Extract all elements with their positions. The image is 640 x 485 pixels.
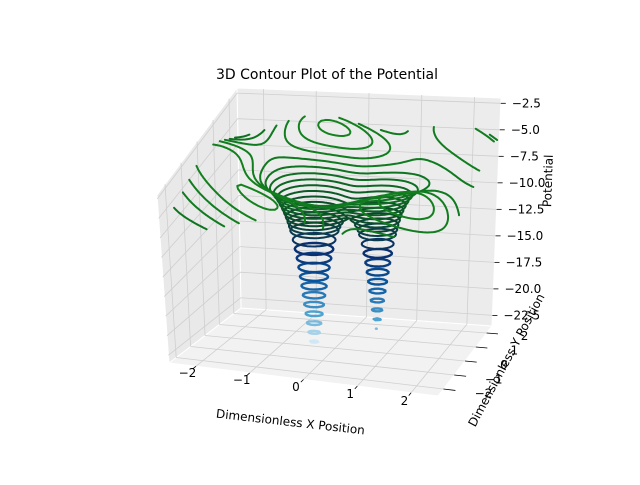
z-tick-label-1: −5.0 [511,123,540,137]
y-tick-mark-2 [465,361,477,362]
z-tick-label-0: −2.5 [512,96,541,110]
z-axis-label: Potential [540,154,556,207]
x-tick-label-1: −1 [233,373,251,387]
z-tick-label-4: −12.5 [508,202,545,216]
z-tick-label-6: −17.5 [506,255,543,269]
chart-title: 3D Contour Plot of the Potential [216,67,438,83]
y-tick-mark-1 [454,375,466,376]
x-tick-label-3: 1 [346,387,354,401]
x-axis-label: Dimensionless X Position [215,407,365,438]
x-tick-label-2: 0 [292,380,300,394]
y-tick-mark-0 [443,389,455,390]
z-axis-ticks: −2.5−5.0−7.5−10.0−12.5−15.0−17.5−20.0−22… [492,96,545,322]
z-tick-label-5: −15.0 [507,229,544,243]
y-tick-mark-3 [476,347,488,348]
x-tick-mark-3 [355,386,357,389]
x-tick-label-0: −2 [179,366,197,380]
z-tick-label-2: −7.5 [510,149,539,163]
y-tick-mark-4 [487,333,498,334]
contour-level-0 [310,341,318,343]
x-tick-mark-2 [301,380,304,383]
x-tick-label-4: 2 [401,394,409,408]
x-tick-mark-4 [409,393,411,396]
